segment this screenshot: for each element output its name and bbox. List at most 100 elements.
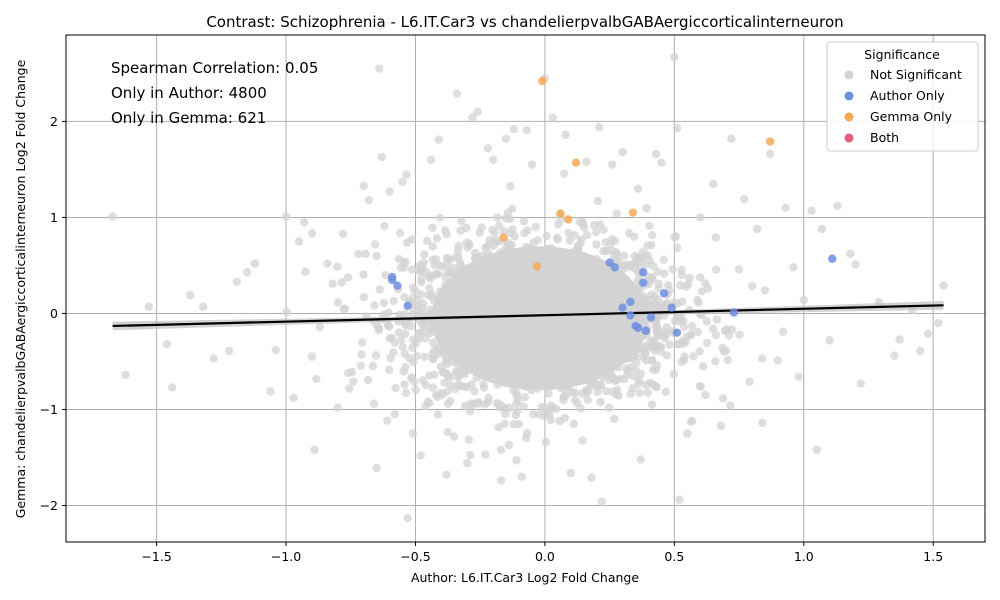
cloud-point bbox=[555, 416, 564, 426]
scatter-point-not-significant bbox=[799, 295, 808, 305]
scatter-point-not-significant bbox=[923, 329, 933, 338]
scatter-point-not-significant bbox=[916, 346, 925, 356]
y-axis-label: Gemma: chandelierpvalbGABAergiccorticali… bbox=[13, 59, 28, 518]
cloud-point bbox=[433, 269, 442, 278]
x-tick-label: 1.5 bbox=[923, 549, 943, 564]
scatter-point-not-significant bbox=[522, 125, 531, 135]
cloud-point bbox=[659, 303, 668, 313]
cloud-point bbox=[682, 332, 692, 341]
scatter-point-not-significant bbox=[708, 179, 718, 189]
cloud-point bbox=[576, 239, 585, 248]
scatter-point-not-significant bbox=[307, 352, 317, 361]
scatter-point-not-significant bbox=[380, 221, 389, 231]
scatter-point-author-only bbox=[646, 313, 656, 322]
cloud-point bbox=[523, 226, 532, 235]
cloud-point bbox=[433, 392, 443, 402]
legend: Significance Not Significant Author Only… bbox=[826, 41, 979, 152]
highlighted-points bbox=[387, 76, 837, 337]
scatter-point-author-only bbox=[641, 326, 651, 335]
cloud-point bbox=[735, 330, 744, 339]
scatter-point-not-significant bbox=[781, 203, 790, 213]
cloud-point bbox=[420, 250, 429, 259]
x-tick-label: −1.5 bbox=[141, 549, 171, 564]
scatter-point-not-significant bbox=[426, 155, 436, 165]
scatter-point-not-significant bbox=[608, 160, 617, 169]
cloud-point bbox=[401, 388, 411, 398]
legend-marker-gemma-only bbox=[844, 112, 854, 122]
scatter-point-gemma-only bbox=[499, 233, 508, 242]
cloud-point bbox=[687, 321, 697, 331]
x-tick-label: −0.5 bbox=[400, 549, 430, 564]
scatter-point-not-significant bbox=[364, 195, 374, 205]
cloud-point bbox=[347, 367, 357, 377]
cloud-point bbox=[726, 401, 735, 410]
cloud-point bbox=[665, 340, 674, 349]
cloud-point bbox=[464, 435, 474, 444]
cloud-point bbox=[512, 407, 522, 416]
cloud-point bbox=[396, 335, 406, 344]
scatter-point-not-significant bbox=[271, 345, 280, 355]
cloud-point bbox=[457, 216, 466, 226]
cloud-point bbox=[438, 368, 447, 377]
cloud-point bbox=[642, 204, 651, 213]
scatter-point-not-significant bbox=[566, 468, 576, 478]
scatter-point-not-significant bbox=[186, 291, 195, 300]
cloud-point bbox=[428, 242, 437, 251]
cloud-point bbox=[400, 309, 410, 318]
legend-title: Significance bbox=[864, 47, 940, 62]
scatter-point-not-significant bbox=[452, 89, 462, 98]
scatter-point-author-only bbox=[403, 301, 412, 310]
scatter-point-not-significant bbox=[675, 495, 684, 504]
cloud-point bbox=[578, 436, 587, 445]
scatter-point-not-significant bbox=[765, 149, 775, 159]
cloud-point bbox=[640, 251, 649, 260]
scatter-point-not-significant bbox=[375, 64, 384, 73]
scatter-point-not-significant bbox=[740, 194, 749, 204]
cloud-point bbox=[648, 380, 658, 389]
scatter-point-author-only bbox=[626, 311, 635, 320]
scatter-point-author-only bbox=[626, 297, 635, 307]
scatter-point-author-only bbox=[387, 275, 397, 285]
scatter-point-author-only bbox=[610, 263, 620, 272]
scatter-point-not-significant bbox=[501, 134, 511, 143]
cloud-point bbox=[475, 228, 484, 238]
cloud-point bbox=[593, 196, 602, 206]
cloud-point bbox=[470, 386, 479, 396]
legend-marker-both bbox=[844, 133, 854, 143]
cloud-point bbox=[685, 273, 694, 283]
cloud-point bbox=[623, 366, 632, 376]
cloud-point bbox=[531, 222, 541, 232]
scatter-point-not-significant bbox=[794, 372, 803, 382]
cloud-point bbox=[513, 396, 523, 406]
cloud-point bbox=[337, 278, 346, 287]
cloud-point bbox=[421, 333, 430, 343]
cloud-point bbox=[343, 273, 353, 282]
cloud-point bbox=[668, 265, 677, 274]
regression bbox=[112, 300, 944, 331]
cloud-point bbox=[534, 410, 544, 419]
cloud-point bbox=[553, 233, 562, 243]
cloud-point bbox=[357, 338, 367, 347]
scatter-point-not-significant bbox=[512, 456, 521, 465]
cloud-point bbox=[546, 415, 556, 425]
scatter-point-not-significant bbox=[315, 322, 324, 332]
cloud-point bbox=[648, 261, 658, 271]
cloud-point bbox=[428, 383, 438, 392]
scatter-point-author-only bbox=[672, 328, 682, 337]
scatter-point-not-significant bbox=[442, 470, 451, 479]
cloud-point bbox=[544, 389, 553, 398]
cloud-point bbox=[606, 239, 615, 249]
x-tick-label: 0.0 bbox=[535, 549, 555, 564]
scatter-point-not-significant bbox=[716, 421, 726, 431]
cloud-point bbox=[757, 354, 767, 363]
cloud-point bbox=[684, 280, 693, 289]
cloud-point bbox=[417, 277, 426, 287]
cloud-point bbox=[711, 357, 720, 366]
dense-point-cloud bbox=[282, 169, 767, 485]
cloud-point bbox=[428, 223, 437, 232]
cloud-point bbox=[616, 374, 625, 384]
background-points bbox=[108, 52, 948, 523]
cloud-point bbox=[647, 343, 656, 352]
x-tick-label: 0.5 bbox=[664, 549, 684, 564]
cloud-point bbox=[509, 386, 518, 395]
